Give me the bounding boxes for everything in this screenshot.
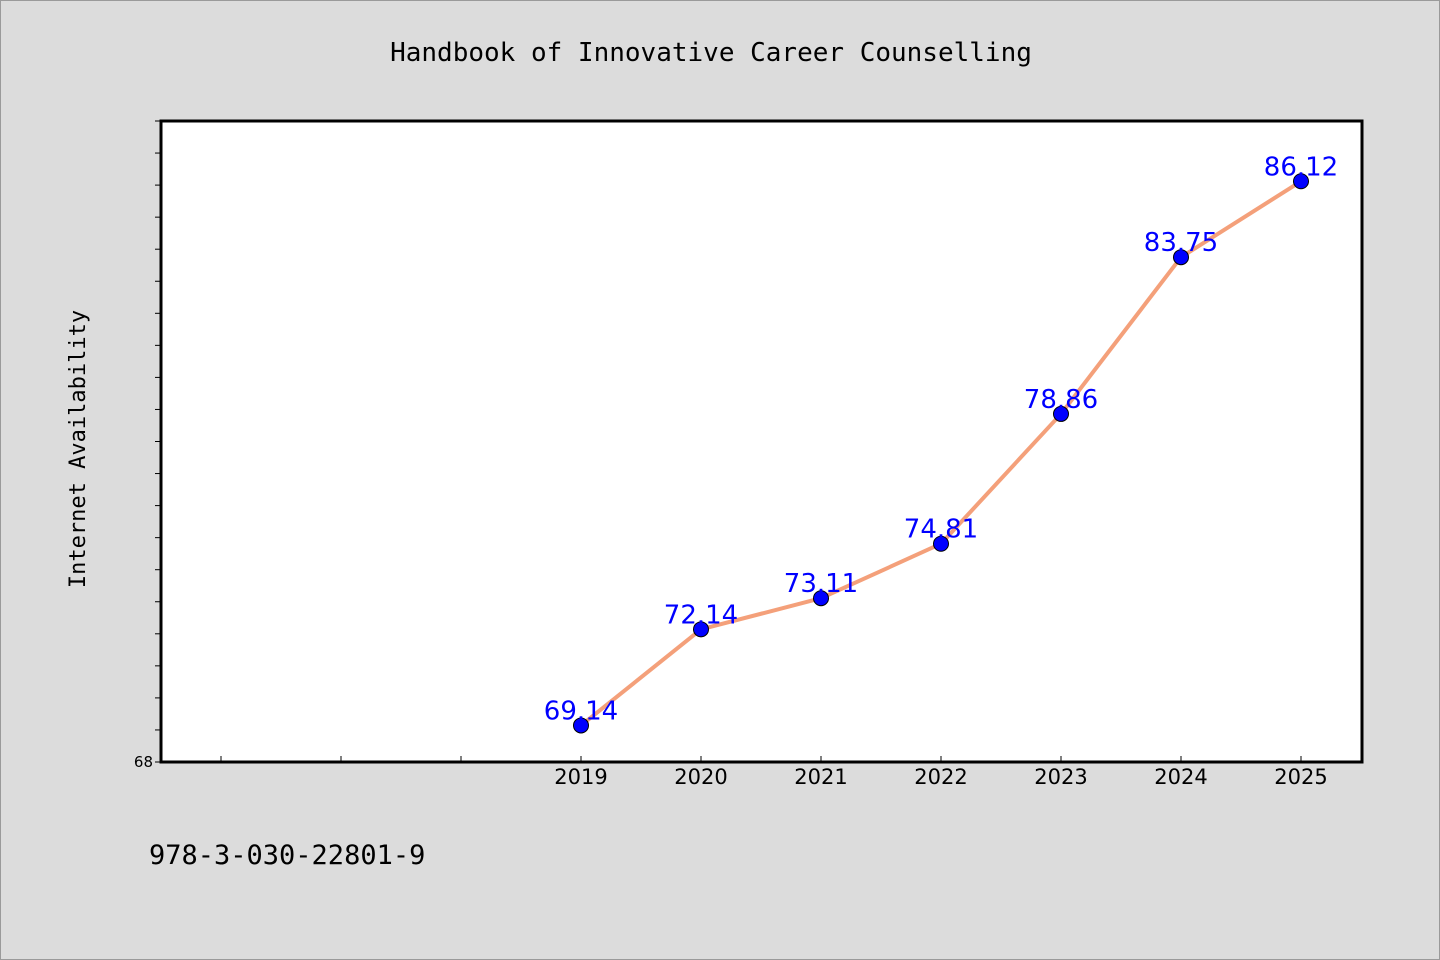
data-point — [1173, 249, 1189, 266]
data-point — [1053, 405, 1069, 422]
data-label: 73.11 — [784, 569, 858, 599]
data-label: 69.14 — [544, 696, 618, 726]
data-label: 74.81 — [904, 515, 978, 545]
x-ticks — [220, 756, 1302, 762]
y-axis-label: Internet Availability — [66, 310, 91, 588]
series-markers — [573, 173, 1309, 734]
x-tick-label: 2024 — [1154, 765, 1207, 789]
data-point — [693, 621, 709, 638]
data-point — [813, 590, 829, 607]
chart-title: Handbook of Innovative Career Counsellin… — [390, 38, 1032, 68]
x-tick-label: 2020 — [674, 765, 727, 789]
data-label: 78.86 — [1024, 385, 1098, 415]
x-tick-label: 2019 — [554, 765, 607, 789]
y-ticks — [155, 120, 161, 763]
x-tick-label: 2025 — [1274, 765, 1327, 789]
data-label: 72.14 — [664, 600, 738, 630]
x-tick-label: 2023 — [1034, 765, 1087, 789]
x-tick-label: 2021 — [794, 765, 847, 789]
data-point — [933, 535, 949, 552]
data-point — [573, 717, 589, 734]
data-label: 86.12 — [1264, 152, 1338, 182]
plot-area — [159, 119, 1364, 764]
x-tick-labels: 2019 2020 2021 2022 2023 2024 2025 — [554, 765, 1327, 789]
y-tick-labels: 68 — [134, 753, 153, 771]
data-point — [1293, 173, 1309, 190]
data-label: 83.75 — [1144, 228, 1218, 258]
data-labels: 69.14 72.14 73.11 74.81 78.86 83.75 86.12 — [544, 152, 1338, 726]
y-tick-label: 68 — [134, 753, 153, 771]
x-tick-label: 2022 — [914, 765, 967, 789]
isbn-text: 978-3-030-22801-9 — [149, 840, 425, 871]
